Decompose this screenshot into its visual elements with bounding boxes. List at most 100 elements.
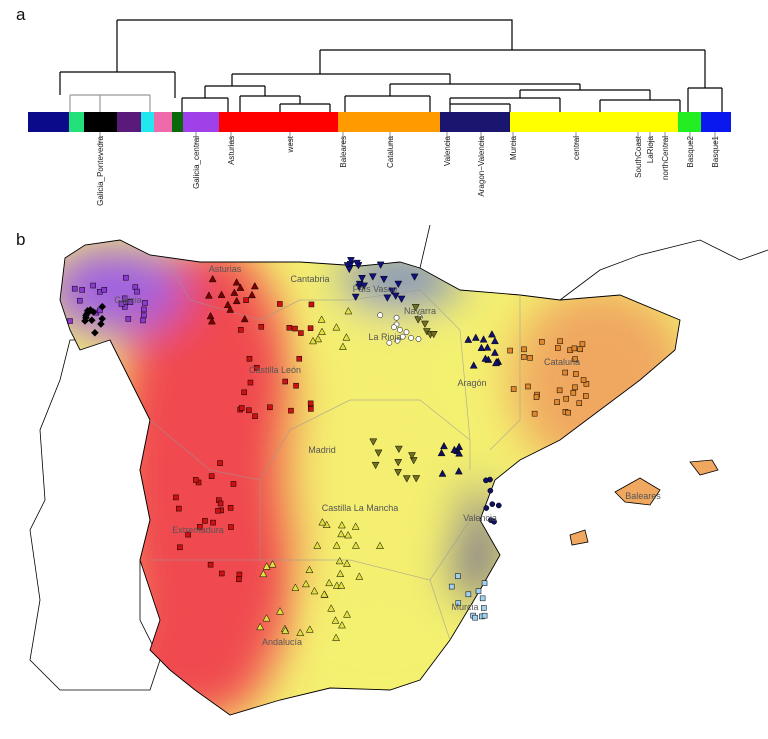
marker-square <box>288 407 294 414</box>
cluster-segment <box>678 112 701 132</box>
marker-square <box>141 312 147 319</box>
cluster-labels: Galicia_Pontevedra Galicia_central Asturia… <box>96 132 720 206</box>
marker-square <box>571 345 578 352</box>
marker-down-triangle <box>380 275 388 284</box>
cluster-label: SouthCoast <box>634 135 643 178</box>
marker-down-triangle <box>429 331 438 339</box>
marker-circle <box>399 333 406 340</box>
cluster-segment <box>183 112 219 132</box>
marker-triangle <box>281 626 290 634</box>
marker-square <box>236 571 243 578</box>
marker-square <box>208 473 215 479</box>
marker-circle <box>377 312 384 319</box>
marker-triangle <box>250 281 259 290</box>
region-label: Castilla La Mancha <box>322 503 399 513</box>
marker-square <box>253 364 260 371</box>
marker-square <box>465 591 472 598</box>
marker-square <box>246 355 253 362</box>
region-label: País Vasco <box>353 284 398 294</box>
cluster-segment <box>172 112 183 132</box>
marker-square <box>510 386 517 392</box>
marker-down-triangle <box>397 295 406 304</box>
marker-square <box>521 346 527 353</box>
cluster-segment <box>518 112 634 132</box>
marker-triangle <box>469 361 478 369</box>
marker-square <box>118 301 125 307</box>
cluster-segment <box>345 112 440 132</box>
marker-square <box>127 299 134 305</box>
marker-triangle <box>337 520 346 529</box>
marker-square <box>557 338 563 345</box>
marker-down-triangle <box>360 282 369 290</box>
region-label: Castilla León <box>249 365 301 375</box>
marker-square <box>67 318 73 324</box>
region-label: Extremadura <box>172 525 224 535</box>
cluster-segment <box>232 112 338 132</box>
cluster-segment <box>452 112 510 132</box>
map: Asturias Cantabria País Vasco Navarra Galici… <box>29 224 768 716</box>
marker-square <box>238 405 245 411</box>
marker-triangle <box>481 354 490 362</box>
marker-diamond <box>81 317 89 325</box>
marker-triangle <box>320 590 329 598</box>
marker-square <box>479 595 486 602</box>
marker-square <box>243 297 249 303</box>
marker-triangle <box>331 616 340 624</box>
marker-triangle <box>335 556 344 565</box>
cluster-segment <box>28 112 69 132</box>
marker-square <box>555 345 561 351</box>
marker-square <box>481 612 488 619</box>
cluster-label: LaRioja <box>646 135 655 163</box>
marker-circle <box>415 336 422 342</box>
marker-square <box>308 301 315 308</box>
marker-triangle <box>488 330 496 338</box>
region-label: Cantabria <box>290 274 329 284</box>
cluster-label: Galicia_Pontevedra <box>96 135 105 205</box>
marker-down-triangle <box>421 320 429 329</box>
marker-triangle <box>336 569 345 577</box>
marker-square <box>481 605 487 611</box>
region-label: Aragón <box>457 378 486 388</box>
marker-triangle <box>309 336 317 345</box>
marker-triangle <box>438 469 447 477</box>
cluster-label: Cataluna <box>386 135 395 168</box>
marker-square <box>293 382 299 389</box>
marker-circle <box>386 339 393 346</box>
region-labels: Asturias Cantabria País Vasco Navarra Galici… <box>114 264 661 647</box>
marker-triangle <box>206 311 215 320</box>
marker-square <box>125 316 132 322</box>
cluster-segment <box>154 112 172 132</box>
marker-down-triangle <box>374 449 383 457</box>
marker-circle <box>491 518 497 525</box>
marker-square <box>142 300 148 306</box>
region-label: Navarra <box>404 306 436 316</box>
marker-diamond <box>87 316 96 325</box>
marker-square <box>218 570 225 577</box>
marker-square <box>572 356 578 362</box>
marker-triangle <box>479 335 488 343</box>
marker-down-triangle <box>388 287 397 296</box>
cluster-label: central <box>572 136 581 160</box>
marker-square <box>286 325 293 331</box>
marker-square <box>121 295 128 302</box>
marker-down-triangle <box>414 316 423 324</box>
marker-square <box>298 330 304 336</box>
marker-triangle <box>256 622 265 631</box>
marker-triangle <box>437 448 446 457</box>
marker-triangle <box>207 317 216 325</box>
marker-square <box>123 274 129 281</box>
marker-square <box>241 389 247 396</box>
marker-square <box>570 390 577 396</box>
marker-square <box>230 481 237 487</box>
region-label: Baleares <box>625 491 661 501</box>
marker-square <box>562 369 569 376</box>
marker-triangle <box>455 449 464 457</box>
marker-triangle <box>351 522 360 530</box>
marker-square <box>217 500 224 507</box>
marker-triangle <box>327 604 336 612</box>
marker-triangle <box>477 343 486 351</box>
marker-square <box>132 284 139 290</box>
marker-circle <box>483 477 489 484</box>
marker-square <box>134 288 140 295</box>
marker-square <box>258 323 265 330</box>
